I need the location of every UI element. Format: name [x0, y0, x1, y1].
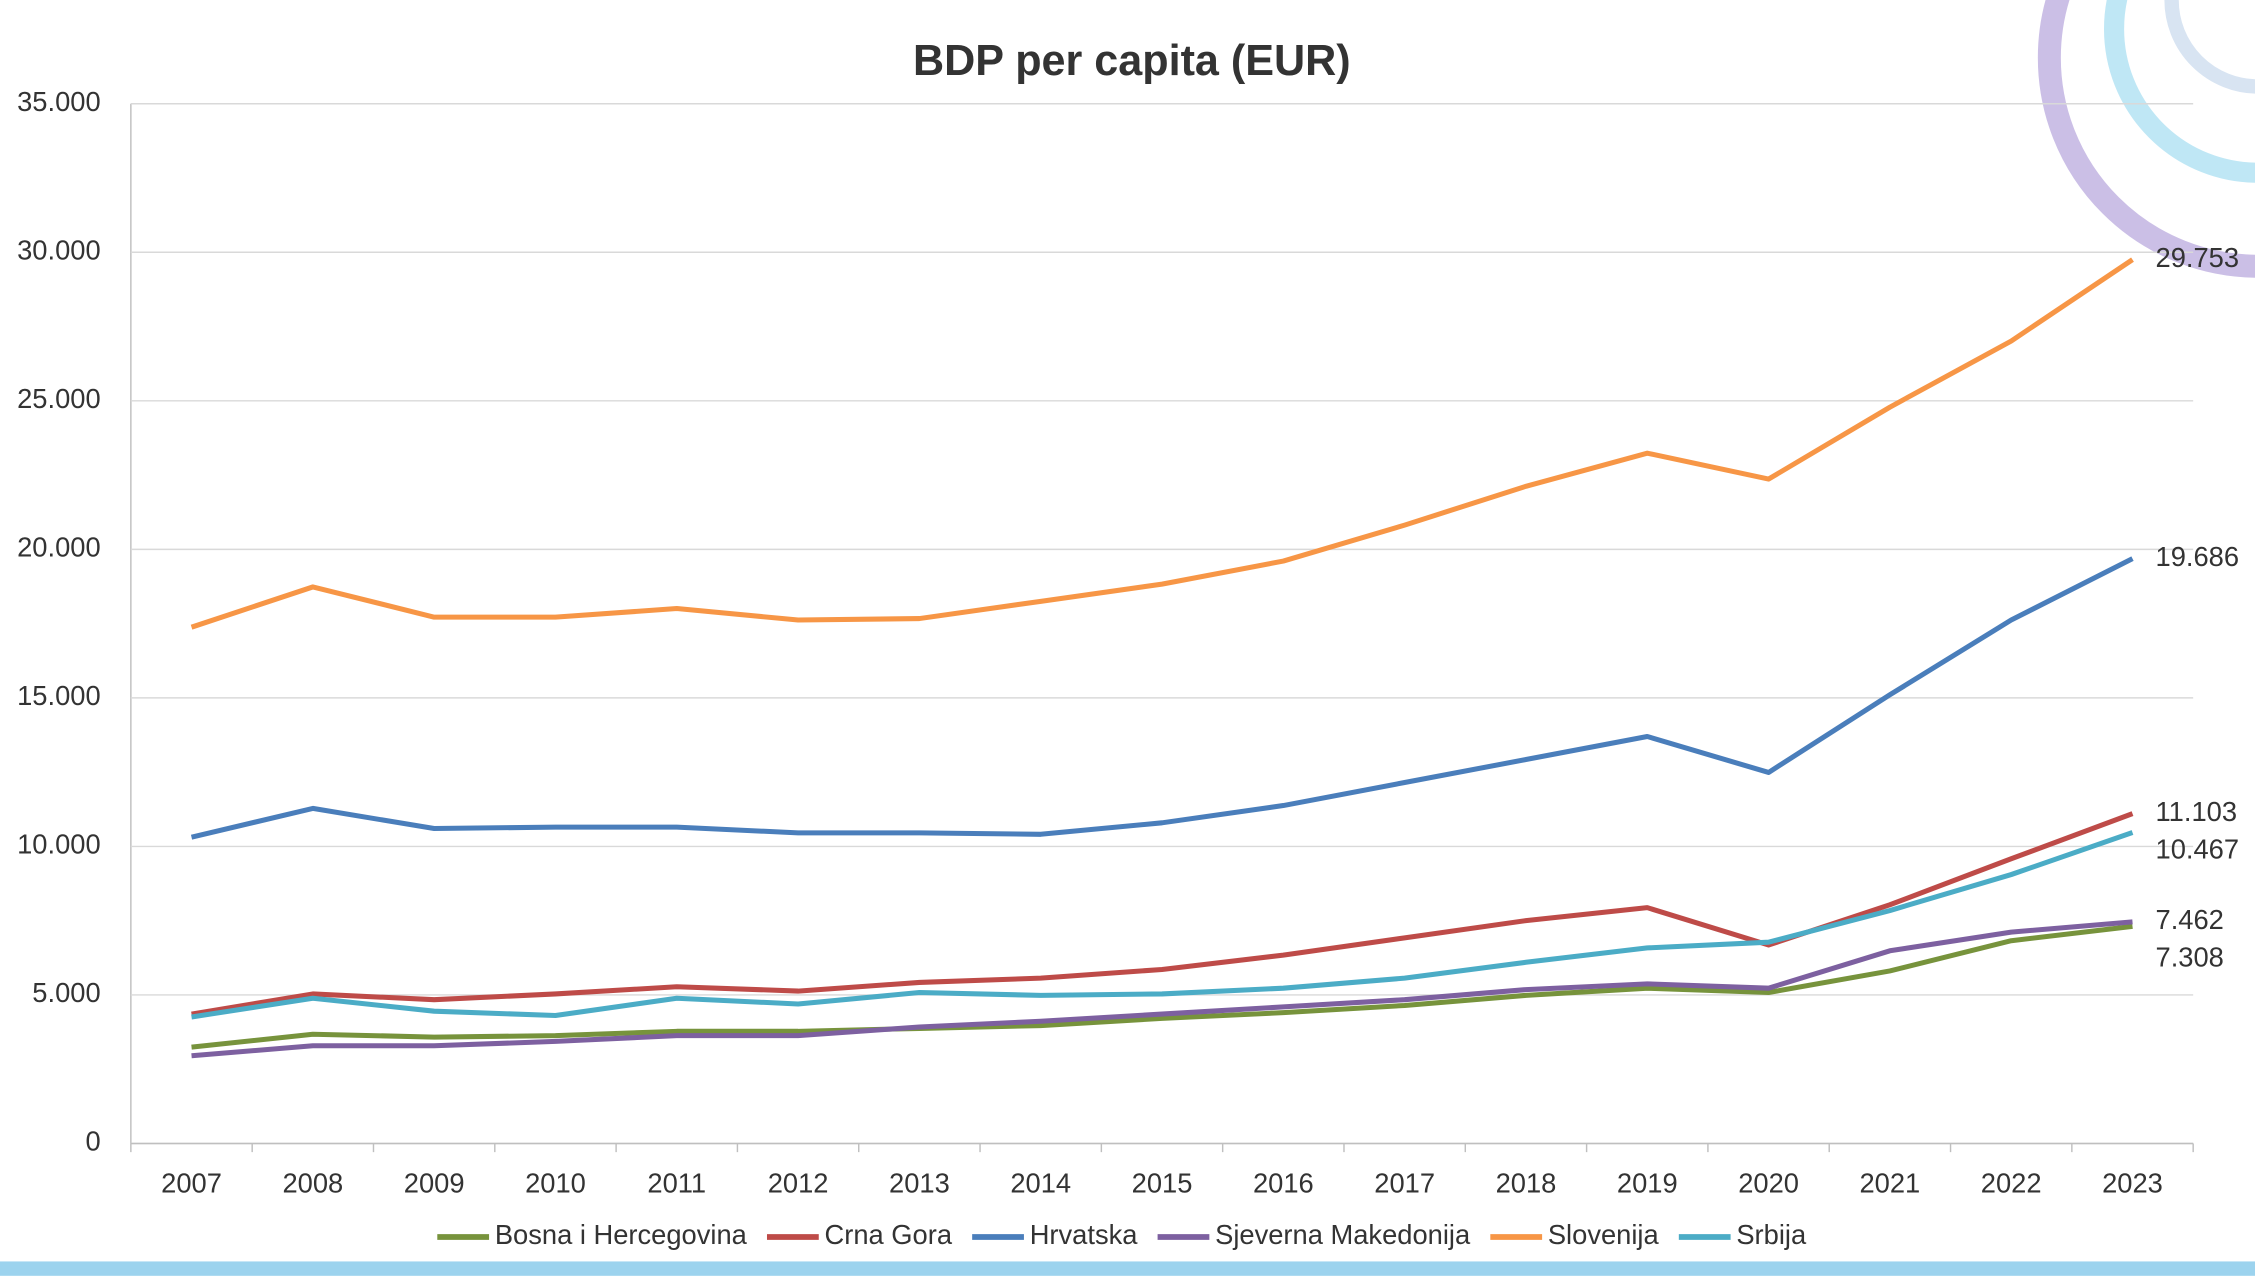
x-tick-label: 2015 [1132, 1167, 1193, 1198]
series-line [190, 257, 2134, 630]
x-tick-label: 2007 [161, 1167, 222, 1198]
legend-label: Srbija [1736, 1219, 1807, 1250]
x-tick-label: 2012 [768, 1167, 829, 1198]
data-label: 7.462 [2156, 904, 2224, 935]
x-tick-label: 2023 [2102, 1167, 2163, 1198]
y-tick-label: 30.000 [17, 234, 101, 265]
data-label: 7.308 [2156, 941, 2224, 972]
x-tick-label: 2013 [889, 1167, 950, 1198]
legend-label: Bosna i Hercegovina [495, 1219, 748, 1250]
x-tick-label: 2016 [1253, 1167, 1314, 1198]
x-tick-label: 2021 [1859, 1167, 1920, 1198]
series-line [191, 923, 2133, 1050]
series-line [190, 556, 2134, 840]
y-tick-label: 10.000 [17, 829, 101, 860]
legend-label: Slovenija [1548, 1219, 1660, 1250]
y-tick-label: 0 [85, 1126, 100, 1157]
series-line [191, 811, 2134, 1017]
legend-label: Hrvatska [1030, 1219, 1139, 1250]
x-tick-label: 2009 [404, 1167, 465, 1198]
data-label: 10.467 [2156, 833, 2240, 864]
x-tick-label: 2019 [1617, 1167, 1678, 1198]
y-tick-label: 25.000 [17, 383, 101, 414]
decoration [2037, 0, 2255, 278]
data-label: 19.686 [2156, 541, 2240, 572]
data-label: 11.103 [2156, 796, 2238, 827]
y-tick-label: 5.000 [32, 977, 100, 1008]
y-tick-label: 15.000 [17, 680, 101, 711]
x-tick-label: 2022 [1981, 1167, 2042, 1198]
x-tick-label: 2011 [647, 1167, 706, 1198]
series-line [191, 919, 2133, 1059]
x-tick-label: 2010 [525, 1167, 586, 1198]
chart-title: BDP per capita (EUR) [913, 37, 1351, 85]
legend-label: Sjeverna Makedonija [1215, 1219, 1471, 1250]
x-tick-label: 2014 [1010, 1167, 1071, 1198]
x-tick-label: 2008 [282, 1167, 343, 1198]
x-tick-label: 2017 [1374, 1167, 1435, 1198]
data-label: 29.753 [2156, 242, 2240, 273]
legend-label: Crna Gora [825, 1219, 953, 1250]
y-tick-label: 20.000 [17, 532, 101, 563]
x-tick-label: 2018 [1496, 1167, 1557, 1198]
series-line [191, 830, 2134, 1020]
footer-bar [0, 1261, 2255, 1276]
y-tick-label: 35.000 [17, 86, 101, 117]
x-tick-label: 2020 [1738, 1167, 1799, 1198]
